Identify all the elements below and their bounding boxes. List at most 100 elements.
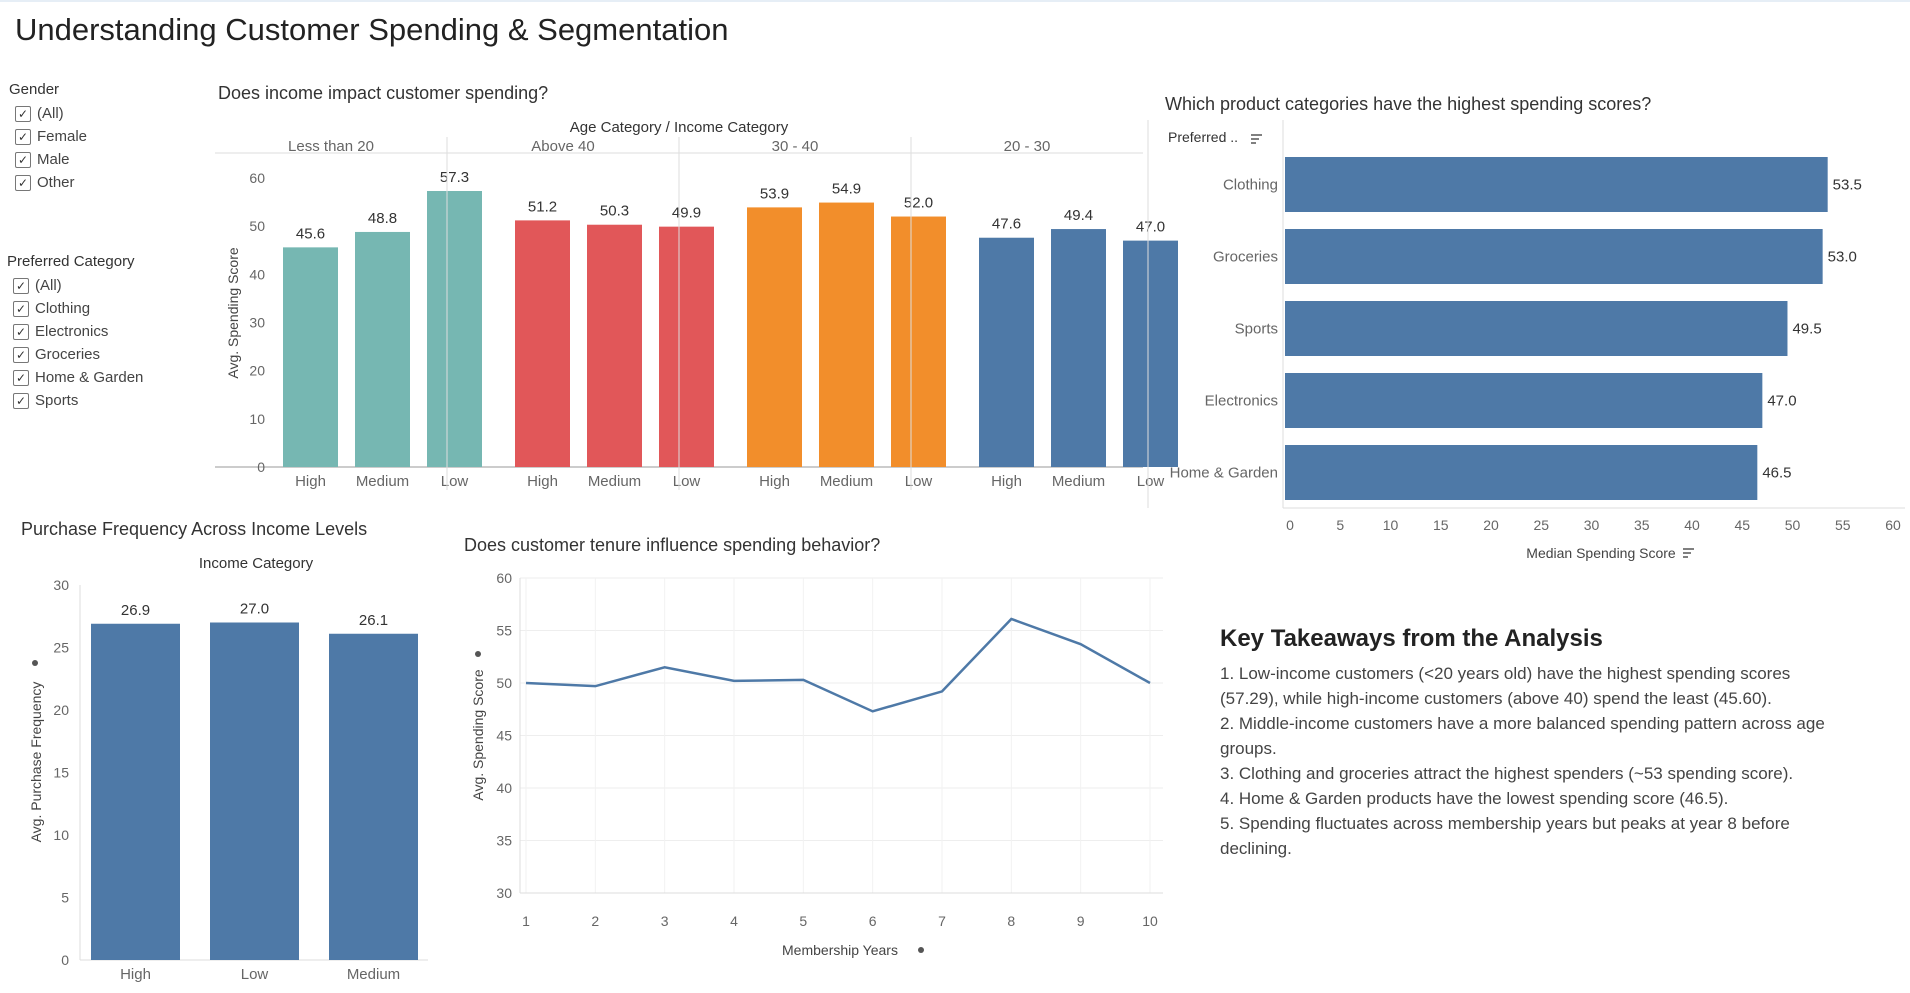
y-tick-label: 10 xyxy=(53,827,69,843)
x-tick-label: Medium xyxy=(1052,473,1105,490)
takeaway-item: 3. Clothing and groceries attract the hi… xyxy=(1220,764,1794,783)
gender-filter-option[interactable]: ✓ (All) xyxy=(15,105,64,122)
y-tick-label: 40 xyxy=(249,266,265,282)
bar xyxy=(1285,373,1763,428)
data-label: 49.4 xyxy=(1064,207,1093,224)
category-label: Groceries xyxy=(1213,249,1278,266)
y-tick-label: 60 xyxy=(249,170,265,186)
chart-header: Age Category / Income Category xyxy=(570,119,789,136)
takeaway-item: 1. Low-income customers (<20 years old) … xyxy=(1220,664,1791,708)
checkbox-icon[interactable]: ✓ xyxy=(15,128,31,145)
data-label: 26.9 xyxy=(121,602,150,619)
checkbox-icon[interactable]: ✓ xyxy=(13,300,29,317)
category-filter-title: Preferred Category xyxy=(7,253,135,270)
pin-icon xyxy=(918,947,924,953)
x-tick-label: 5 xyxy=(799,913,807,929)
bar xyxy=(979,237,1034,467)
group-label: Above 40 xyxy=(531,138,594,155)
checkbox-icon[interactable]: ✓ xyxy=(13,277,29,294)
bar xyxy=(1051,229,1106,467)
bar xyxy=(747,207,802,468)
bar xyxy=(1285,301,1788,356)
category-filter-option[interactable]: ✓ Electronics xyxy=(13,323,108,340)
purchase-frequency-title: Purchase Frequency Across Income Levels xyxy=(21,519,368,539)
gender-filter-option[interactable]: ✓ Male xyxy=(15,151,70,168)
bar xyxy=(515,220,570,467)
checkbox-icon[interactable]: ✓ xyxy=(15,151,31,168)
category-label: Home & Garden xyxy=(1170,465,1278,482)
x-tick-label: 6 xyxy=(869,913,877,929)
pin-icon xyxy=(475,651,481,657)
category-filter-option[interactable]: ✓ Groceries xyxy=(13,346,100,363)
checkbox-icon[interactable]: ✓ xyxy=(15,105,31,122)
category-filter-option[interactable]: ✓ Home & Garden xyxy=(13,369,143,386)
checkbox-icon[interactable]: ✓ xyxy=(13,323,29,340)
x-tick-label: 1 xyxy=(522,913,530,929)
x-tick-label: High xyxy=(120,966,151,983)
checkbox-icon[interactable]: ✓ xyxy=(15,174,31,191)
top-border xyxy=(0,0,1910,2)
y-tick-label: 35 xyxy=(496,833,512,849)
x-tick-label: 8 xyxy=(1007,913,1015,929)
x-tick-label: 55 xyxy=(1835,517,1851,533)
x-tick-label: Low xyxy=(673,473,701,490)
bar xyxy=(1285,445,1758,500)
x-tick-label: 35 xyxy=(1634,517,1650,533)
data-label: 53.0 xyxy=(1828,249,1857,266)
y-tick-label: 45 xyxy=(496,728,512,744)
x-tick-label: 7 xyxy=(938,913,946,929)
x-axis-label: Median Spending Score xyxy=(1526,545,1676,561)
x-axis-label: Membership Years xyxy=(782,942,898,958)
data-label: 27.0 xyxy=(240,601,269,618)
x-tick-label: 4 xyxy=(730,913,738,929)
x-tick-label: High xyxy=(527,473,558,490)
data-label: 49.5 xyxy=(1792,321,1821,338)
y-tick-label: 5 xyxy=(61,890,69,906)
category-label: Electronics xyxy=(1205,393,1278,410)
x-tick-label: 50 xyxy=(1785,517,1801,533)
y-axis-label: Avg. Spending Score xyxy=(470,669,486,800)
category-filter-option[interactable]: ✓ Clothing xyxy=(13,300,90,317)
group-label: Less than 20 xyxy=(288,138,374,155)
data-label: 45.6 xyxy=(296,225,325,242)
data-label: 53.9 xyxy=(760,185,789,202)
data-label: 46.5 xyxy=(1762,465,1791,482)
x-tick-label: 40 xyxy=(1684,517,1700,533)
data-label: 53.5 xyxy=(1833,177,1862,194)
category-filter-option[interactable]: ✓ Sports xyxy=(13,392,78,409)
x-tick-label: 45 xyxy=(1734,517,1750,533)
takeaway-item: 4. Home & Garden products have the lowes… xyxy=(1220,789,1729,808)
x-tick-label: 9 xyxy=(1077,913,1085,929)
y-tick-label: 30 xyxy=(249,315,265,331)
x-tick-label: Medium xyxy=(588,473,641,490)
data-label: 26.1 xyxy=(359,612,388,629)
bar xyxy=(427,191,482,467)
checkbox-icon[interactable]: ✓ xyxy=(13,346,29,363)
checkbox-icon[interactable]: ✓ xyxy=(13,392,29,409)
x-tick-label: 10 xyxy=(1383,517,1399,533)
series-line xyxy=(525,617,1151,713)
y-tick-label: 0 xyxy=(61,952,69,968)
data-label: 47.0 xyxy=(1767,393,1796,410)
y-tick-label: 60 xyxy=(496,570,512,586)
x-tick-label: 30 xyxy=(1584,517,1600,533)
pin-icon xyxy=(32,660,38,666)
x-tick-label: High xyxy=(295,473,326,490)
data-label: 52.0 xyxy=(904,195,933,212)
checkbox-icon[interactable]: ✓ xyxy=(13,369,29,386)
data-label: 47.6 xyxy=(992,216,1021,233)
bar xyxy=(819,202,874,467)
takeaway-item: 5. Spending fluctuates across membership… xyxy=(1220,814,1790,858)
x-tick-label: Low xyxy=(441,473,469,490)
bar xyxy=(1285,157,1828,212)
data-label: 50.3 xyxy=(600,203,629,220)
gender-filter-option[interactable]: ✓ Other xyxy=(15,174,75,191)
x-tick-label: 15 xyxy=(1433,517,1449,533)
category-filter-option[interactable]: ✓ (All) xyxy=(13,277,62,294)
data-label: 49.9 xyxy=(672,205,701,222)
gender-filter-option[interactable]: ✓ Female xyxy=(15,128,87,145)
y-tick-label: 25 xyxy=(53,640,69,656)
bar xyxy=(210,622,299,960)
group-label: 30 - 40 xyxy=(772,138,819,155)
